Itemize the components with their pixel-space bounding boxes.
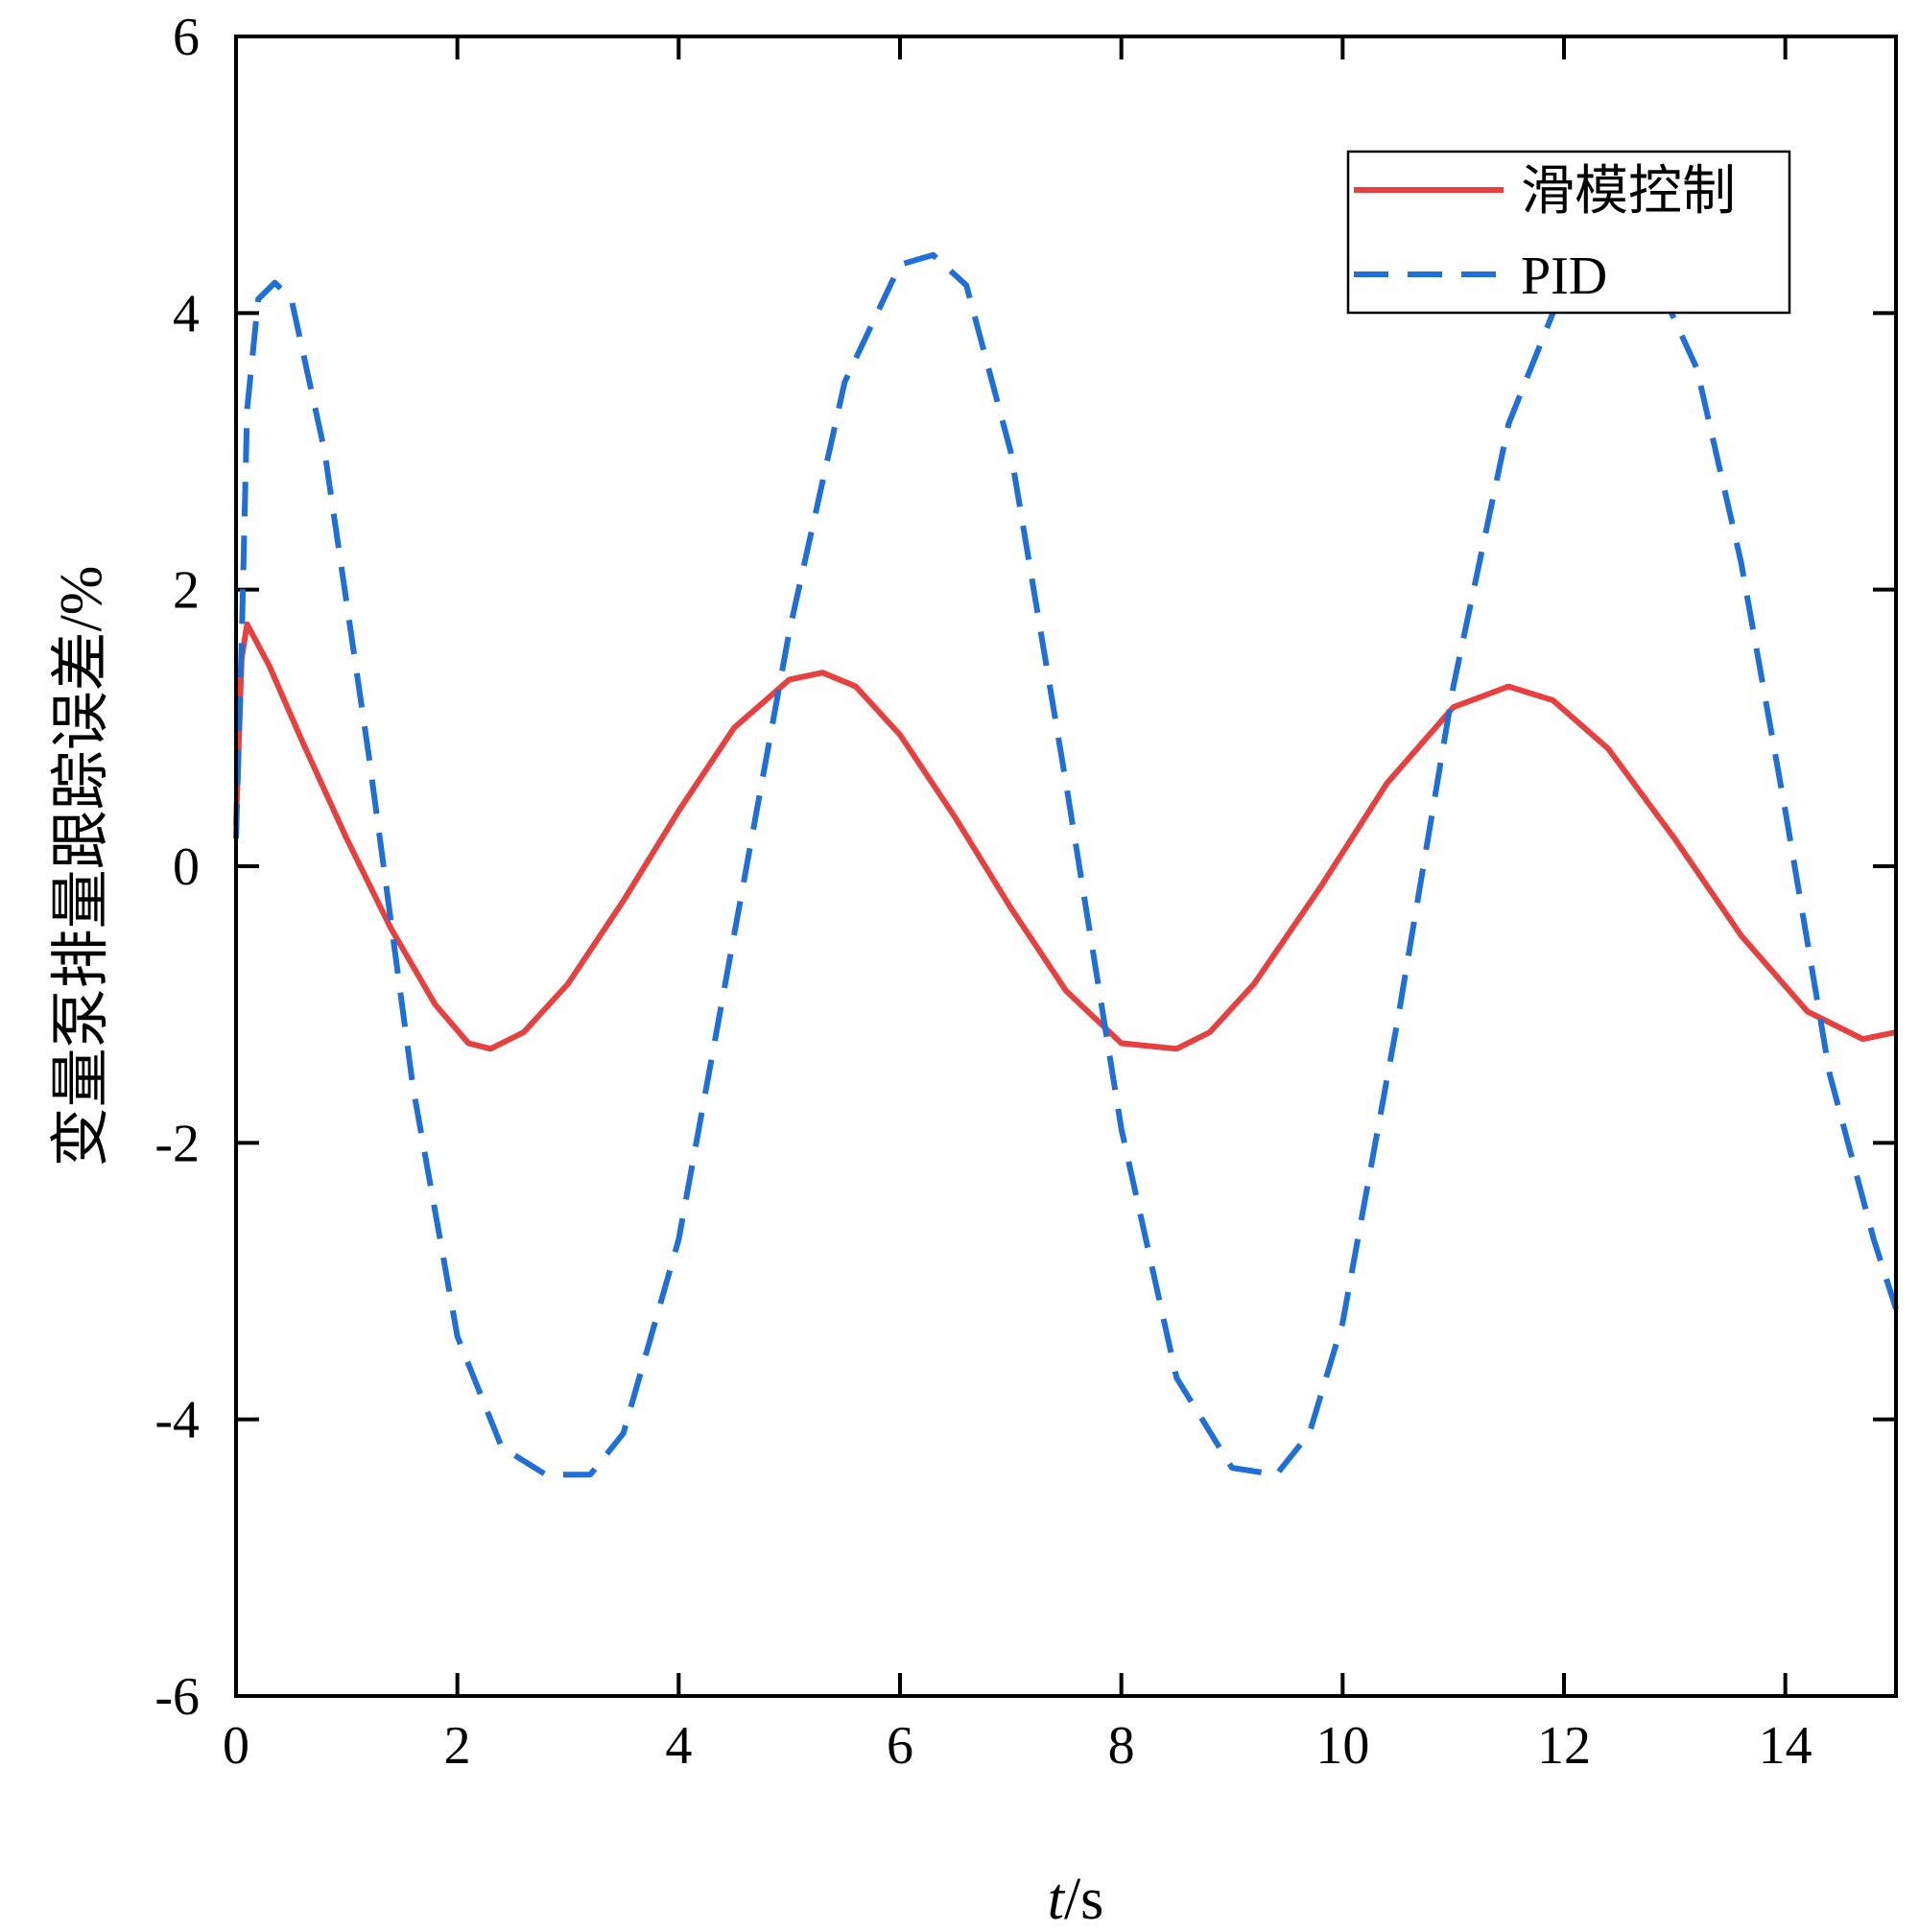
legend: 滑模控制 PID — [1346, 150, 1791, 315]
y-tick-label-0: 0 — [173, 837, 200, 897]
series-layer — [233, 251, 1899, 1478]
x-axis-title-unit: /s — [1064, 1867, 1103, 1932]
plot-frame — [234, 35, 1898, 1698]
y-tick-label-2: 2 — [173, 561, 200, 621]
x-tick-label-0: 0 — [223, 1716, 249, 1776]
ticks-layer: 0 2 4 6 8 10 12 14 -6 -4 -2 0 2 4 6 — [154, 8, 1896, 1776]
y-tick-label--2: -2 — [154, 1114, 200, 1173]
y-axis-title: 变量泵排量跟踪误差/% — [49, 566, 114, 1167]
x-tick-label-6: 6 — [887, 1716, 913, 1776]
x-axis-title: t/s — [1048, 1867, 1104, 1932]
x-tick-label-4: 4 — [665, 1716, 692, 1776]
legend-box — [1346, 150, 1791, 315]
legend-label-sliding-mode: 滑模控制 — [1521, 162, 1736, 222]
legend-label-pid: PID — [1521, 247, 1607, 306]
y-tick-label-4: 4 — [173, 284, 200, 343]
series-line-1 — [233, 251, 1899, 1478]
y-tick-label--6: -6 — [154, 1667, 200, 1727]
series-line-0 — [233, 621, 1897, 1052]
x-axis-title-variable: t — [1048, 1867, 1066, 1932]
x-tick-label-10: 10 — [1315, 1716, 1369, 1776]
y-tick-label--4: -4 — [154, 1391, 200, 1450]
x-tick-label-2: 2 — [444, 1716, 471, 1776]
x-tick-label-14: 14 — [1759, 1716, 1812, 1776]
y-tick-label-6: 6 — [173, 8, 200, 67]
x-tick-label-12: 12 — [1537, 1716, 1591, 1776]
x-tick-label-8: 8 — [1108, 1716, 1135, 1776]
